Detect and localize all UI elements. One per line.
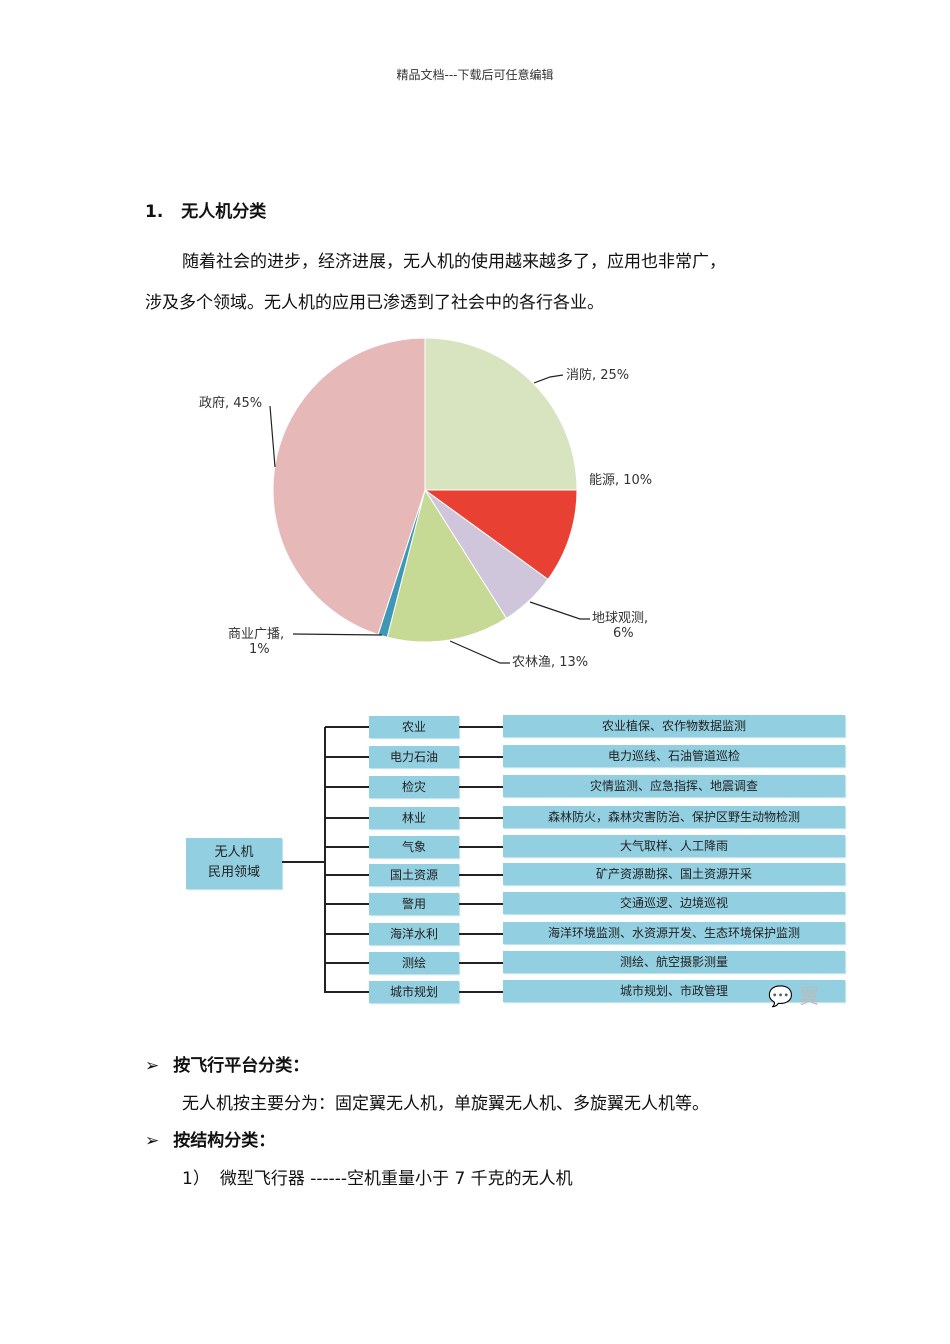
branch-line	[325, 933, 369, 935]
detail-connector	[459, 991, 503, 993]
detail-box: 灾情监测、应急指挥、地震调查	[503, 775, 845, 797]
detail-box: 矿产资源勘探、国土资源开采	[503, 863, 845, 885]
label-diqiu: 地球观测,	[592, 611, 649, 626]
pie-slice-1	[423, 489, 578, 581]
detail-connector	[459, 756, 503, 758]
trunk-line	[324, 727, 326, 993]
leader-line-nonglinyu	[449, 640, 510, 664]
label-diqiu-pct: 6%	[613, 626, 634, 641]
label-xiaofang: 消防, 25%	[566, 368, 630, 383]
branch-line	[325, 817, 369, 819]
pie-chart	[269, 337, 590, 664]
paragraph-line-2: 涉及多个领域。无人机的应用已渗透到了社会中的各行各业。	[145, 293, 604, 313]
category-box: 气象	[369, 836, 459, 858]
page-header: 精品文档---下载后可任意编辑	[396, 68, 554, 82]
category-box: 农业	[369, 716, 459, 738]
detail-box: 森林防火，森林灾害防治、保护区野生动物检测	[503, 806, 845, 828]
label-zhengfu: 政府, 45%	[199, 396, 263, 411]
category-box: 测绘	[369, 952, 459, 974]
branch-line	[325, 846, 369, 848]
detail-box: 测绘、航空摄影测量	[503, 951, 845, 973]
watermark-logo: 💬 翼	[768, 984, 820, 1008]
detail-box: 电力巡线、石油管道巡检	[503, 745, 845, 767]
pie-slice-3	[386, 488, 508, 643]
label-shangye: 商业广播,	[228, 627, 285, 642]
detail-box: 交通巡逻、边境巡视	[503, 892, 845, 914]
section-structure: ➢ 按结构分类：	[145, 1131, 276, 1151]
detail-connector	[459, 786, 503, 788]
leader-line-diqiu	[529, 601, 590, 620]
platform-text: 无人机按主要分为：固定翼无人机，单旋翼无人机、多旋翼无人机等。	[182, 1094, 709, 1114]
branch-line	[325, 991, 369, 993]
structure-item-1: 1） 微型飞行器 ------空机重量小于 7 千克的无人机	[182, 1169, 573, 1189]
branch-line	[325, 903, 369, 905]
root-box: 无人机 民用领域	[186, 838, 282, 889]
detail-connector	[459, 726, 503, 728]
detail-connector	[459, 874, 503, 876]
label-nonglinyu: 农林渔, 13%	[512, 655, 589, 670]
pie-slice-0	[424, 337, 578, 491]
bullet-arrow-icon: ➢	[145, 1056, 160, 1076]
category-box: 林业	[369, 807, 459, 829]
section-heading: 1. 无人机分类	[145, 197, 266, 222]
leader-line-zhengfu	[269, 405, 276, 468]
root-line-2: 民用领域	[207, 865, 260, 880]
detail-box: 城市规划、市政管理	[503, 980, 845, 1002]
bullet-arrow-icon: ➢	[145, 1131, 160, 1151]
root-connector	[282, 861, 325, 863]
detail-box: 大气取样、人工降雨	[503, 835, 845, 857]
wechat-icon: 💬	[768, 984, 793, 1008]
branch-line	[325, 726, 369, 728]
detail-connector	[459, 817, 503, 819]
label-nengyuan: 能源, 10%	[589, 473, 653, 488]
category-box: 城市规划	[369, 981, 459, 1003]
detail-box: 农业植保、农作物数据监测	[503, 715, 845, 737]
category-box: 国土资源	[369, 864, 459, 886]
label-shangye-pct: 1%	[249, 642, 270, 657]
heading-number: 1.	[145, 202, 164, 222]
heading-title: 无人机分类	[181, 202, 267, 222]
root-line-1: 无人机	[214, 845, 254, 860]
detail-box: 海洋环境监测、水资源开发、生态环境保护监测	[503, 922, 845, 944]
leader-line-xiaofang	[533, 374, 564, 384]
detail-connector	[459, 846, 503, 848]
branch-line	[325, 786, 369, 788]
branch-line	[325, 874, 369, 876]
category-box: 警用	[369, 893, 459, 915]
category-box: 电力石油	[369, 746, 459, 768]
branch-line	[325, 756, 369, 758]
detail-connector	[459, 962, 503, 964]
leader-line-shangye	[292, 633, 383, 636]
branch-line	[325, 962, 369, 964]
paragraph-line-1: 随着社会的进步，经济进展，无人机的使用越来越多了，应用也非常广，	[182, 252, 726, 272]
section-platform: ➢ 按飞行平台分类：	[145, 1056, 310, 1076]
detail-connector	[459, 903, 503, 905]
category-box: 检灾	[369, 776, 459, 798]
category-box: 海洋水利	[369, 923, 459, 945]
detail-connector	[459, 933, 503, 935]
